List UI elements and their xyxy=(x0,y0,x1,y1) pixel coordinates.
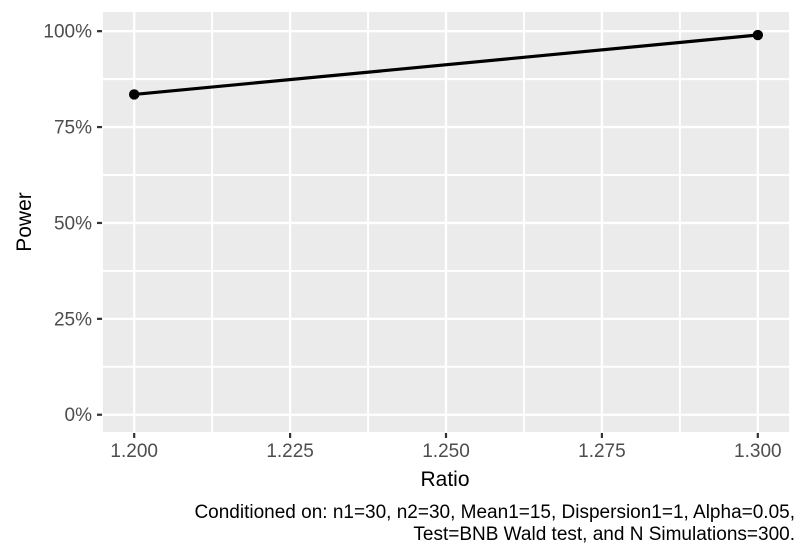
x-tick-label: 1.300 xyxy=(734,441,782,462)
data-point xyxy=(752,29,764,41)
y-tick-label: 25% xyxy=(54,309,92,330)
power-line-series xyxy=(134,33,758,97)
y-tick-label: 50% xyxy=(54,213,92,234)
x-tick-label: 1.225 xyxy=(266,441,314,462)
caption-line-1: Conditioned on: n1=30, n2=30, Mean1=15, … xyxy=(194,502,795,523)
data-point xyxy=(128,89,140,100)
y-axis-title: Power xyxy=(13,192,36,252)
caption-line-2: Test=BNB Wald test, and N Simulations=30… xyxy=(413,524,795,545)
y-tick-label: 0% xyxy=(65,405,93,426)
chart-layer: 1.200 1.225 1.250 1.275 1.300 0% 25% 50% 75% 100% xyxy=(43,12,789,462)
y-tick-label: 100% xyxy=(43,22,92,43)
x-tick-label: 1.200 xyxy=(110,441,158,462)
x-tick-label: 1.250 xyxy=(422,441,470,462)
x-tick-label: 1.275 xyxy=(578,441,626,462)
y-tick-label: 75% xyxy=(54,118,92,139)
x-axis-title: Ratio xyxy=(420,468,469,491)
